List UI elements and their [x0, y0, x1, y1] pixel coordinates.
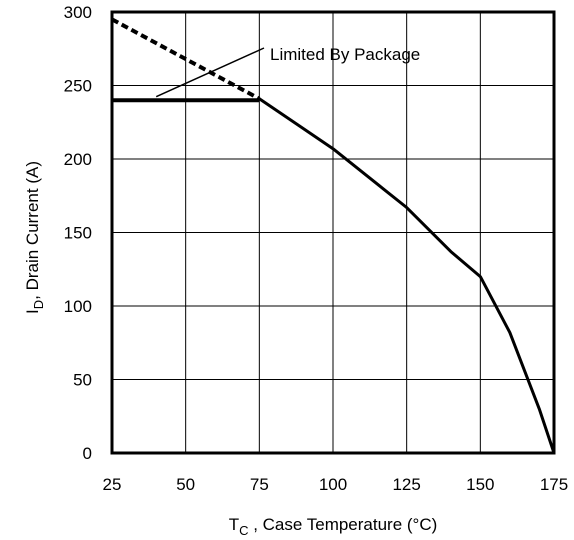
annotation-limited-by-package: Limited By Package	[270, 45, 420, 64]
x-tick-label-75: 75	[250, 475, 269, 494]
x-axis-title: TC , Case Temperature (°C)	[229, 515, 438, 538]
x-tick-label-50: 50	[176, 475, 195, 494]
x-tick-label-175: 175	[540, 475, 568, 494]
annotation-leader-line	[155, 47, 265, 98]
x-tick-label-25: 25	[103, 475, 122, 494]
y-tick-label-100: 100	[64, 297, 92, 316]
y-tick-label-300: 300	[64, 3, 92, 22]
x-tick-label-125: 125	[392, 475, 420, 494]
x-tick-label-150: 150	[466, 475, 494, 494]
x-axis-title-main: T	[229, 515, 239, 534]
x-axis-title-subscript: C	[239, 523, 248, 538]
y-axis-title-rest: , Drain Current (A)	[23, 161, 42, 300]
x-tick-label-100: 100	[319, 475, 347, 494]
y-tick-label-50: 50	[73, 371, 92, 390]
series-line-solid	[258, 97, 556, 454]
y-tick-label-250: 250	[64, 77, 92, 96]
y-tick-label-200: 200	[64, 150, 92, 169]
series-line-dashed	[111, 17, 261, 101]
y-axis-title: ID, Drain Current (A)	[23, 161, 46, 314]
y-axis-title-subscript: D	[31, 300, 46, 309]
plot-frame	[110, 10, 556, 455]
y-tick-labels: 0 50 100 150 200 250 300	[64, 3, 92, 463]
x-axis-title-rest: , Case Temperature (°C)	[248, 515, 437, 534]
y-axis-title-main: I	[23, 309, 42, 314]
y-tick-label-150: 150	[64, 224, 92, 243]
grid-lines	[111, 11, 555, 454]
x-tick-labels: 25 50 75 100 125 150 175	[103, 475, 569, 494]
y-tick-label-0: 0	[83, 444, 92, 463]
data-series	[111, 17, 556, 454]
